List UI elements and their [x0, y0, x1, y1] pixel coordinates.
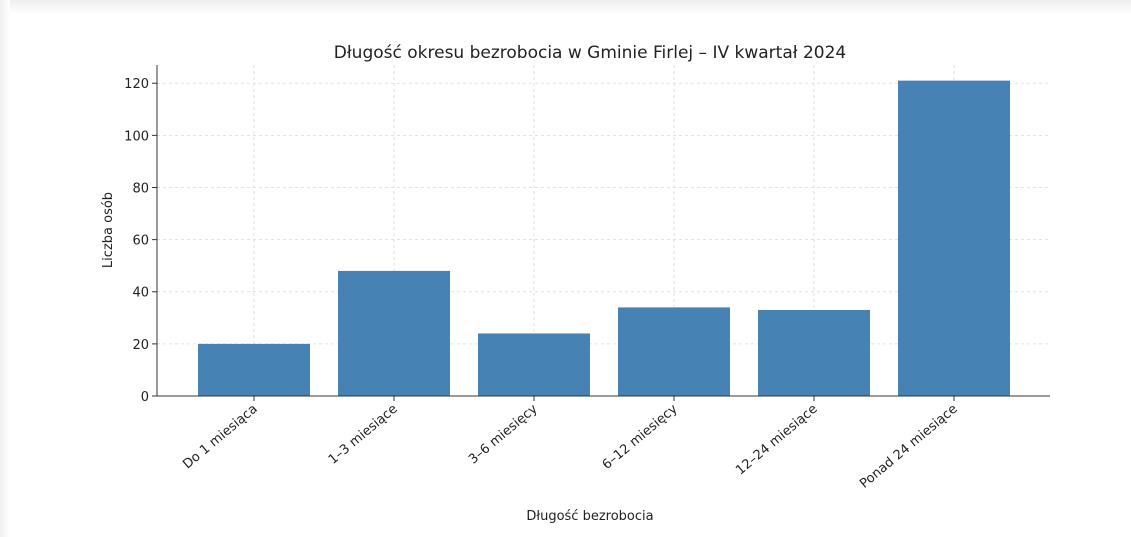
bar — [898, 80, 1010, 397]
x-axis-label: Długość bezrobocia — [526, 509, 653, 524]
y-axis-ticks: 0 20 40 60 80 100 120 — [124, 77, 157, 405]
y-tick-label: 80 — [132, 181, 149, 196]
bar — [618, 307, 730, 396]
x-tick-label: 6–12 miesięcy — [600, 401, 681, 472]
chart-title: Długość okresu bezrobocia w Gminie Firle… — [334, 43, 847, 63]
x-tick-label: Ponad 24 miesiące — [857, 402, 960, 492]
x-tick-label: 3–6 miesięcy — [466, 401, 541, 467]
x-axis-ticks: Do 1 miesiąca 1–3 miesiące 3–6 miesięcy 6–1… — [180, 396, 961, 492]
axes — [156, 65, 1050, 397]
bar — [758, 309, 870, 396]
y-axis-label: Liczba osób — [101, 192, 116, 268]
y-tick-label: 120 — [124, 77, 149, 92]
y-tick-label: 20 — [132, 338, 149, 353]
y-tick-label: 0 — [141, 390, 149, 405]
window-top-shadow — [0, 0, 1131, 14]
x-tick-label: 1–3 miesiące — [326, 402, 401, 468]
y-tick-label: 40 — [132, 286, 149, 301]
window-left-shadow — [0, 0, 10, 537]
y-tick-label: 60 — [132, 234, 149, 249]
x-tick-label: Do 1 miesiąca — [180, 402, 260, 473]
bar — [338, 270, 450, 396]
bars — [198, 80, 1010, 397]
bar — [198, 343, 310, 396]
bar — [478, 333, 590, 396]
y-tick-label: 100 — [124, 129, 149, 144]
x-tick-label: 12–24 miesiące — [733, 402, 820, 479]
